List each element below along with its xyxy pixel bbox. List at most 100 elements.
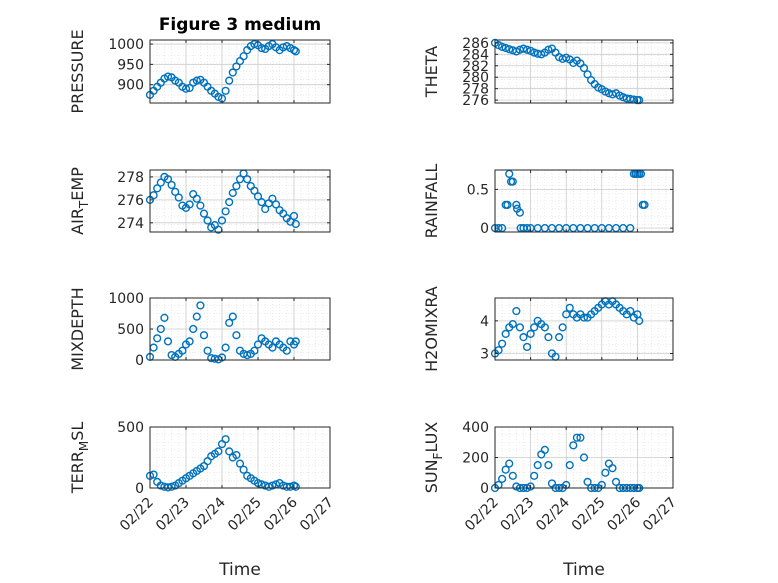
x-tick-label: 02/27 (297, 495, 337, 535)
data-point (498, 339, 507, 348)
data-point (569, 441, 578, 450)
data-point (526, 329, 535, 338)
plot-area (495, 170, 673, 232)
data-point (221, 86, 230, 95)
data-point (221, 207, 230, 216)
plot-area (495, 298, 673, 360)
data-point (232, 450, 241, 460)
figure-title: Figure 3 medium (159, 15, 321, 35)
data-point (192, 76, 201, 85)
y-tick-label: 950 (117, 57, 144, 73)
x-tick-label: 02/24 (533, 494, 573, 534)
y-tick-label: 276 (462, 93, 489, 109)
data-point (225, 76, 234, 85)
data-point (167, 482, 176, 491)
y-tick-label: 1000 (108, 37, 144, 53)
data-point (228, 68, 237, 77)
data-point (268, 194, 277, 203)
data-point (239, 52, 248, 61)
subplot-3: 274 276 278 AIRTEMP (68, 167, 331, 235)
data-point (501, 329, 510, 338)
data-point (189, 324, 198, 334)
x-tick-label: 02/24 (189, 494, 229, 534)
data-point (232, 181, 241, 191)
data-point (576, 433, 585, 442)
data-point (515, 208, 525, 217)
data-point (505, 459, 514, 468)
data-point (515, 323, 525, 332)
data-point (221, 343, 230, 352)
y-tick-label: 200 (462, 451, 489, 467)
subplot-6: 3 4 H2OMIXRA (422, 286, 674, 372)
data-point (540, 323, 549, 332)
axes-box (149, 39, 331, 104)
data-point (291, 482, 300, 491)
data-point (291, 219, 300, 229)
data-point (526, 482, 535, 491)
data-point (501, 465, 510, 474)
x-tick-label: 02/26 (604, 494, 644, 534)
y-tick-label: 276 (117, 193, 144, 209)
data-point (264, 482, 273, 491)
y-axis-label: MIXDEPTH (68, 287, 87, 370)
data-point (601, 468, 610, 477)
data-point (199, 209, 209, 218)
data-point (565, 303, 574, 312)
data-point (250, 186, 259, 195)
y-tick-label: 1000 (108, 291, 144, 307)
data-point (178, 346, 187, 355)
data-point (611, 477, 621, 487)
data-point (217, 353, 227, 362)
data-point (250, 346, 259, 355)
data-point (289, 211, 299, 221)
y-axis-label: SUNFLUX (422, 422, 445, 494)
data-point (163, 175, 173, 184)
data-point (225, 198, 234, 207)
y-tick-label: 0 (480, 221, 489, 237)
y-tick-label: 900 (117, 78, 144, 94)
data-point (498, 42, 507, 51)
data-point (253, 340, 263, 349)
y-tick-label: 3 (480, 346, 489, 362)
data-point (522, 45, 532, 54)
y-tick-label: 282 (462, 59, 489, 75)
data-point (544, 333, 553, 342)
data-point (271, 200, 281, 209)
data-point (225, 318, 234, 327)
data-point (501, 43, 510, 53)
data-point (530, 323, 539, 332)
subplot-5: 0 500 1000 MIXDEPTH (68, 287, 331, 371)
data-point (565, 461, 574, 470)
data-point (185, 337, 194, 346)
data-point (505, 45, 514, 54)
data-point (508, 320, 517, 329)
data-point (163, 337, 173, 346)
y-axis-label: PRESSURE (68, 29, 87, 113)
data-point (160, 313, 169, 322)
y-tick-label: 278 (117, 170, 144, 186)
y-tick-label: 280 (462, 70, 489, 86)
data-point (203, 346, 212, 355)
data-point (579, 313, 589, 322)
data-point (221, 435, 230, 444)
data-point (257, 44, 266, 53)
data-point (228, 312, 237, 321)
data-point (508, 177, 517, 186)
data-point (291, 337, 300, 346)
y-tick-label: 278 (462, 82, 489, 98)
data-point (153, 184, 162, 193)
data-point (167, 180, 176, 190)
data-point (171, 187, 180, 196)
data-point (261, 204, 270, 214)
data-point (544, 45, 553, 54)
x-tick-label: 02/25 (569, 495, 609, 535)
data-point (192, 312, 201, 321)
y-tick-label: 0 (480, 481, 489, 497)
data-point (579, 453, 589, 462)
x-axis-label: Time (218, 560, 261, 580)
data-point (243, 175, 252, 184)
data-point (530, 471, 539, 480)
data-point (522, 342, 532, 352)
data-point (583, 70, 592, 79)
